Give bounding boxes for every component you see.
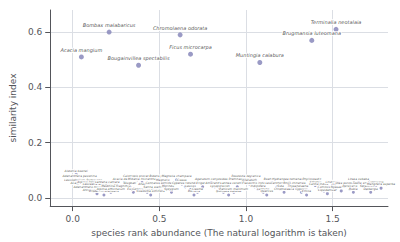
svg-text:similarity index: similarity index — [8, 73, 18, 143]
svg-text:Mangifera superba: Mangifera superba — [367, 182, 395, 186]
svg-text:Cleome: Cleome — [192, 186, 204, 190]
svg-text:Liquidambar: Liquidambar — [318, 187, 337, 192]
svg-text:Terminalia neotalaia: Terminalia neotalaia — [311, 19, 362, 25]
svg-text:Medinilla magnifica: Medinilla magnifica — [101, 183, 131, 188]
svg-text:Alpinia officinarum: Alpinia officinarum — [96, 186, 125, 190]
svg-text:Emilia: Emilia — [302, 189, 311, 193]
svg-text:Borreria: Borreria — [187, 189, 201, 193]
svg-text:Ipomoea batatas: Ipomoea batatas — [216, 189, 242, 193]
svg-text:1.0: 1.0 — [239, 214, 254, 224]
svg-text:1.5: 1.5 — [325, 214, 339, 224]
svg-text:Quercus: Quercus — [261, 189, 274, 193]
svg-text:Bougainvillea spectabilis: Bougainvillea spectabilis — [108, 55, 170, 62]
svg-text:0.0: 0.0 — [66, 214, 81, 224]
svg-text:Nyssasinensis: Nyssasinensis — [330, 185, 352, 189]
svg-text:0.5: 0.5 — [152, 214, 166, 224]
svg-text:Adenanthera pavonina: Adenanthera pavonina — [62, 174, 97, 178]
svg-text:Dalbergia: Dalbergia — [363, 186, 378, 190]
svg-text:Leucas: Leucas — [185, 183, 196, 188]
svg-text:Lantana camara: Lantana camara — [95, 179, 120, 184]
svg-text:Lannea coromandelica: Lannea coromandelica — [220, 181, 255, 185]
svg-text:Alugbati: Alugbati — [123, 181, 137, 185]
svg-text:Chromolaena: Chromolaena — [274, 186, 295, 190]
svg-text:Ageratum conyzoides: Ageratum conyzoides — [195, 176, 228, 181]
svg-text:Panicum maximum: Panicum maximum — [219, 186, 248, 190]
svg-text:species rank abundance (The na: species rank abundance (The natural loga… — [91, 228, 347, 238]
svg-text:Brodelum scandens: Brodelum scandens — [89, 189, 119, 193]
svg-text:Chromolaena odorata: Chromolaena odorata — [153, 25, 208, 31]
svg-text:0.2: 0.2 — [28, 138, 42, 148]
svg-text:Hydrangea tomenaosa: Hydrangea tomenaosa — [272, 176, 307, 181]
svg-text:Erigeron: Erigeron — [196, 181, 209, 185]
svg-text:Syzygium: Syzygium — [164, 186, 179, 190]
svg-text:Bombax malabaricus: Bombax malabaricus — [83, 22, 136, 28]
svg-text:0.4: 0.4 — [28, 82, 43, 92]
svg-text:0.0: 0.0 — [28, 193, 43, 203]
svg-text:Litsea cubeba: Litsea cubeba — [348, 176, 369, 181]
svg-text:Muntingia calabura: Muntingia calabura — [236, 52, 284, 59]
svg-text:Senna siamea: Senna siamea — [143, 185, 165, 189]
svg-text:Brugmansia luteomana: Brugmansia luteomana — [283, 30, 341, 37]
svg-text:Ficus microcarpa: Ficus microcarpa — [169, 44, 212, 51]
svg-text:Pouzolzia zeylanica: Pouzolzia zeylanica — [231, 174, 261, 178]
svg-text:Magnolia champaca: Magnolia champaca — [161, 174, 192, 178]
svg-text:0.6: 0.6 — [28, 27, 43, 37]
svg-text:Rubia: Rubia — [349, 186, 358, 190]
svg-text:Alstonia boonei: Alstonia boonei — [64, 168, 88, 172]
svg-text:Acacia mangium: Acacia mangium — [60, 47, 103, 54]
svg-text:Guazuma ulmifolia: Guazuma ulmifolia — [137, 189, 165, 193]
svg-text:Mikania micrantha: Mikania micrantha — [128, 176, 156, 181]
